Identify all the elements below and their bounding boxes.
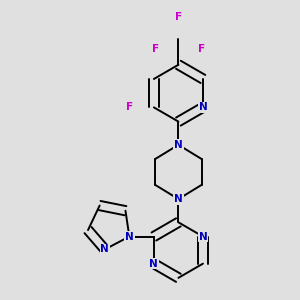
- Text: N: N: [125, 232, 134, 242]
- Text: N: N: [100, 244, 109, 254]
- Text: F: F: [198, 44, 205, 54]
- Text: N: N: [199, 232, 207, 242]
- Text: N: N: [199, 102, 207, 112]
- Text: N: N: [149, 259, 158, 269]
- Text: N: N: [174, 140, 183, 150]
- Text: F: F: [126, 102, 133, 112]
- Text: F: F: [175, 12, 182, 22]
- Text: N: N: [174, 194, 183, 204]
- Text: F: F: [152, 44, 159, 54]
